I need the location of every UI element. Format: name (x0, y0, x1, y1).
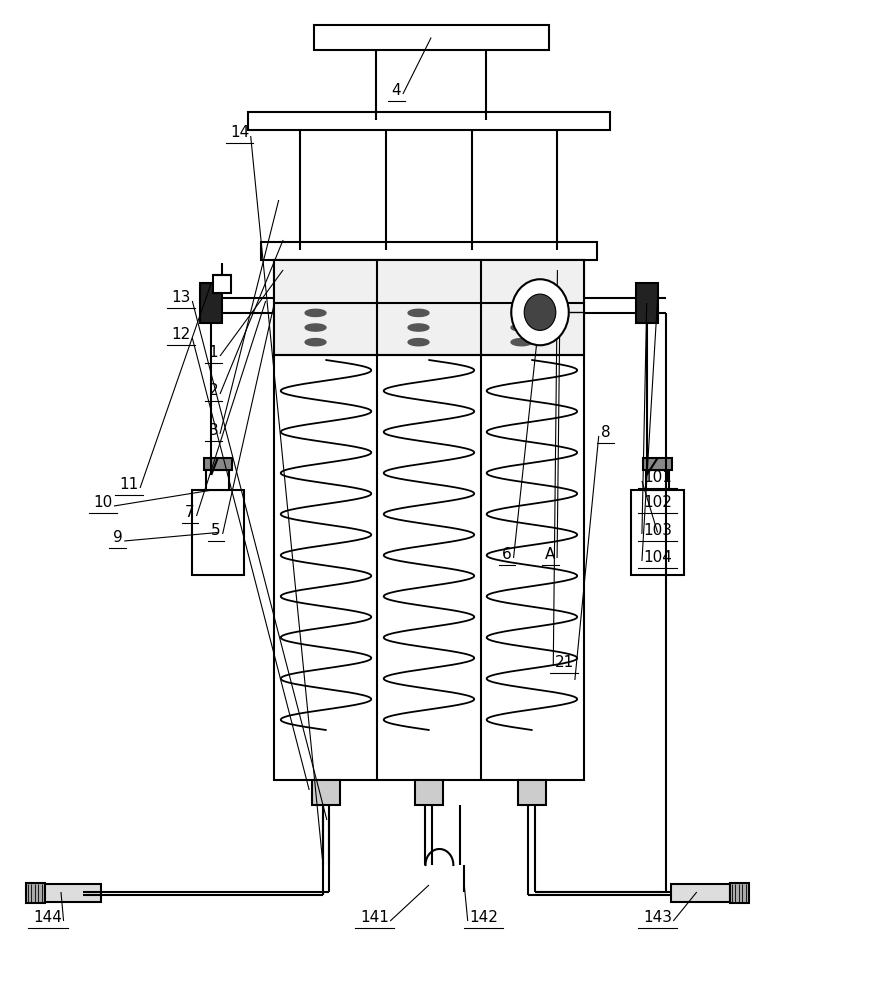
Text: 10: 10 (93, 495, 112, 510)
Text: A: A (545, 547, 556, 562)
Bar (261, 242, 597, 260)
Polygon shape (408, 339, 429, 346)
Text: 6: 6 (502, 547, 512, 562)
Text: 8: 8 (600, 425, 611, 440)
Text: 104: 104 (643, 550, 672, 565)
Text: 2: 2 (208, 383, 219, 398)
Text: 21: 21 (555, 655, 574, 670)
Bar (631, 490, 684, 575)
Polygon shape (511, 309, 532, 316)
Circle shape (524, 294, 556, 330)
Polygon shape (408, 309, 429, 316)
Text: 13: 13 (172, 290, 191, 305)
Text: 103: 103 (643, 523, 672, 538)
Polygon shape (408, 324, 429, 331)
Text: 142: 142 (469, 910, 498, 925)
Text: 5: 5 (211, 523, 221, 538)
Text: 143: 143 (643, 910, 672, 925)
Bar (248, 112, 610, 130)
Circle shape (511, 279, 569, 345)
Bar (671, 884, 730, 902)
Bar (646, 470, 669, 490)
Text: 9: 9 (112, 530, 123, 545)
Text: 7: 7 (185, 505, 195, 520)
Text: 14: 14 (230, 125, 249, 140)
Polygon shape (305, 309, 326, 316)
Bar (314, 25, 549, 50)
Text: 141: 141 (360, 910, 389, 925)
Polygon shape (511, 339, 532, 346)
Bar (730, 883, 749, 903)
Text: 3: 3 (208, 423, 219, 438)
Bar (518, 780, 546, 805)
Text: 1: 1 (208, 345, 219, 360)
Bar (274, 260, 584, 780)
Polygon shape (305, 339, 326, 346)
Bar (636, 283, 658, 323)
Text: 144: 144 (33, 910, 63, 925)
Bar (42, 884, 101, 902)
Bar (204, 458, 232, 470)
Bar (26, 883, 45, 903)
Bar (644, 458, 672, 470)
Text: 101: 101 (643, 470, 672, 485)
Bar (274, 260, 584, 355)
Bar (213, 275, 231, 293)
Text: 11: 11 (119, 477, 138, 492)
Bar (192, 490, 244, 575)
Polygon shape (511, 324, 532, 331)
Bar (200, 283, 222, 323)
Bar (415, 780, 442, 805)
Bar (206, 470, 229, 490)
Text: 4: 4 (391, 83, 402, 98)
Bar (312, 780, 340, 805)
Polygon shape (305, 324, 326, 331)
Text: 102: 102 (643, 495, 672, 510)
Text: 12: 12 (172, 327, 191, 342)
